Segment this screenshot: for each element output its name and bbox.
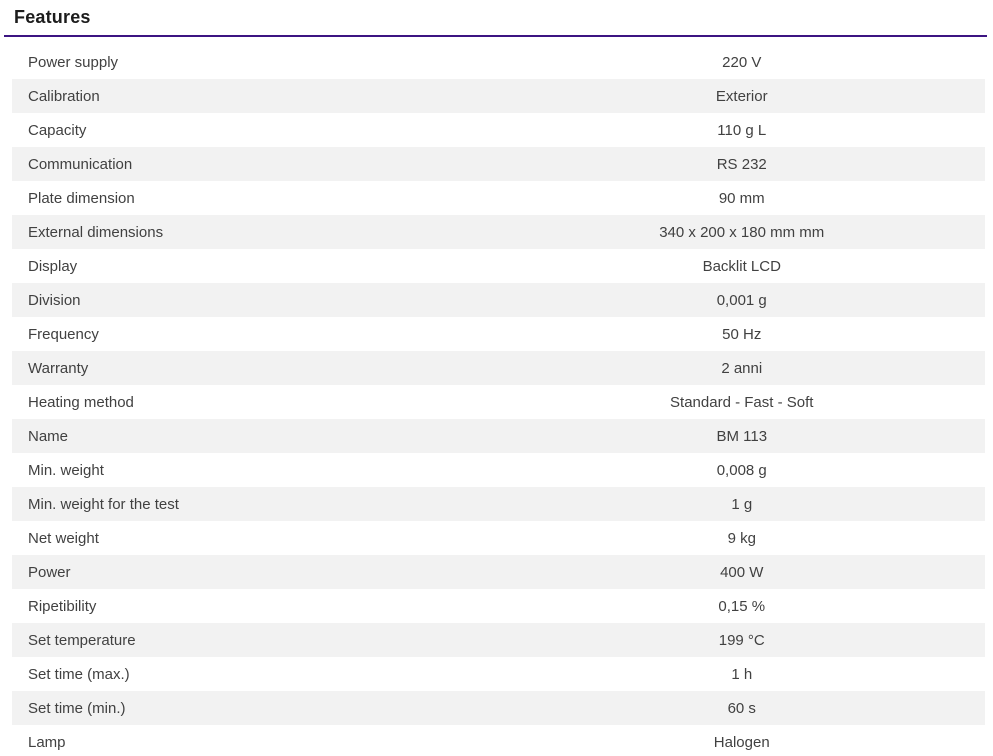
feature-row: Ripetibility 0,15 % — [12, 589, 985, 623]
feature-row: External dimensions 340 x 200 x 180 mm mm — [12, 215, 985, 249]
feature-label: Set time (min.) — [28, 699, 126, 717]
feature-label: Frequency — [28, 325, 99, 343]
feature-label: Set time (max.) — [28, 665, 130, 683]
feature-value: 0,15 % — [718, 597, 766, 615]
feature-value: 2 anni — [721, 359, 763, 377]
feature-row: Name BM 113 — [12, 419, 985, 453]
feature-value: 1 g — [731, 495, 753, 513]
feature-value: 60 s — [727, 699, 756, 717]
feature-row: Set temperature 199 °C — [12, 623, 985, 657]
feature-value: Exterior — [715, 87, 768, 105]
feature-row: Lamp Halogen — [12, 725, 985, 756]
feature-row: Frequency 50 Hz — [12, 317, 985, 351]
feature-value: 220 V — [722, 53, 762, 71]
feature-label: Communication — [28, 155, 133, 173]
feature-label: Set temperature — [28, 631, 136, 649]
feature-row: Min. weight for the test 1 g — [12, 487, 985, 521]
feature-value: 400 W — [720, 563, 764, 581]
feature-label: Heating method — [28, 393, 134, 411]
feature-row: Warranty 2 anni — [12, 351, 985, 385]
feature-value: 340 x 200 x 180 mm mm — [659, 223, 825, 241]
feature-row: Set time (min.) 60 s — [12, 691, 985, 725]
feature-row: Display Backlit LCD — [12, 249, 985, 283]
feature-row: Calibration Exterior — [12, 79, 985, 113]
feature-label: Lamp — [28, 733, 66, 751]
feature-row: Division 0,001 g — [12, 283, 985, 317]
feature-row: Power supply 220 V — [12, 45, 985, 79]
feature-label: Division — [28, 291, 81, 309]
feature-value: 110 g L — [717, 121, 767, 139]
feature-row: Capacity 110 g L — [12, 113, 985, 147]
feature-value: Halogen — [713, 733, 770, 751]
feature-row: Min. weight 0,008 g — [12, 453, 985, 487]
feature-value: RS 232 — [716, 155, 767, 173]
feature-row: Set time (max.) 1 h — [12, 657, 985, 691]
feature-label: Capacity — [28, 121, 87, 139]
feature-label: Display — [28, 257, 78, 275]
feature-label: Calibration — [28, 87, 100, 105]
feature-label: Power supply — [28, 53, 119, 71]
feature-value: 1 h — [731, 665, 753, 683]
feature-label: External dimensions — [28, 223, 164, 241]
feature-label: Min. weight for the test — [28, 495, 179, 513]
feature-row: Net weight 9 kg — [12, 521, 985, 555]
feature-value: 9 kg — [727, 529, 756, 547]
feature-value: 0,008 g — [716, 461, 767, 479]
feature-value: 199 °C — [718, 631, 765, 649]
feature-value: Standard - Fast - Soft — [670, 393, 814, 411]
features-section-header: Features — [4, 0, 987, 37]
feature-label: Min. weight — [28, 461, 104, 479]
features-table: Power supply 220 V Calibration Exterior Capa… — [12, 45, 985, 756]
feature-row: Power 400 W — [12, 555, 985, 589]
feature-label: Ripetibility — [28, 597, 97, 615]
feature-value: 90 mm — [718, 189, 765, 207]
feature-row: Plate dimension 90 mm — [12, 181, 985, 215]
feature-row: Heating method Standard - Fast - Soft — [12, 385, 985, 419]
feature-row: Communication RS 232 — [12, 147, 985, 181]
feature-value: 0,001 g — [716, 291, 767, 309]
feature-value: Backlit LCD — [702, 257, 781, 275]
feature-label: Plate dimension — [28, 189, 135, 207]
feature-label: Power — [28, 563, 71, 581]
feature-label: Net weight — [28, 529, 99, 547]
feature-label: Name — [28, 427, 69, 445]
feature-label: Warranty — [28, 359, 89, 377]
page-title: Features — [14, 7, 91, 27]
feature-value: BM 113 — [716, 427, 768, 445]
feature-value: 50 Hz — [722, 325, 762, 343]
